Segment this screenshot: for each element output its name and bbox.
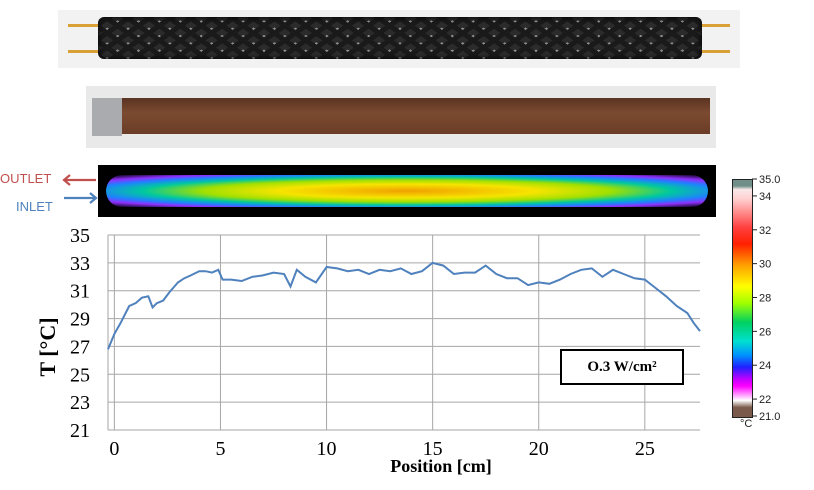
y-tick-label: 31 — [70, 281, 90, 303]
braided-sleeve-photo — [58, 10, 740, 68]
wire-pin-bottom-right — [696, 50, 730, 53]
scale-tick-label: 21.0 — [759, 411, 780, 423]
y-tick-label: 21 — [70, 420, 90, 442]
x-tick-label: 0 — [109, 438, 119, 460]
x-tick-label: 10 — [317, 438, 337, 460]
wire-pin-top-right — [696, 24, 730, 27]
inlet-arrow-head — [89, 192, 98, 204]
scale-tick-label: 30 — [759, 259, 771, 271]
y-axis-label: T [°C] — [35, 317, 60, 376]
color-scale-unit: °C — [740, 418, 753, 430]
scale-tick-label: 35.0 — [759, 174, 780, 186]
y-tick-label: 25 — [70, 364, 90, 386]
scale-tick-label: 32 — [759, 225, 771, 237]
chart-tick-labels: 21 23 25 27 29 31 33 35 0 5 10 15 20 25 — [70, 225, 655, 460]
x-tick-label: 15 — [423, 438, 443, 460]
temperature-chart: 21 23 25 27 29 31 33 35 0 5 10 15 20 25 Position [cm]… — [35, 225, 701, 476]
braided-sleeve — [98, 17, 702, 59]
heater-strip — [118, 98, 710, 134]
y-tick-label: 23 — [70, 392, 90, 414]
color-scale-ticks: 35.0 34 32 30 28 26 24 22 21.0 — [752, 174, 780, 423]
chart-gridlines — [107, 234, 700, 431]
scale-tick-label: 22 — [759, 394, 771, 406]
x-axis-label: Position [cm] — [390, 456, 491, 476]
y-tick-label: 27 — [70, 336, 90, 358]
wire-pin-bottom-left — [68, 50, 102, 53]
y-tick-label: 35 — [70, 225, 90, 247]
color-scale-bar — [732, 179, 753, 418]
x-tick-label: 25 — [635, 438, 655, 460]
scale-tick-label: 34 — [759, 191, 771, 203]
x-tick-label: 5 — [215, 438, 225, 460]
x-tick-label: 20 — [529, 438, 549, 460]
y-tick-label: 29 — [70, 309, 90, 331]
y-tick-label: 33 — [70, 253, 90, 275]
outlet-label: OUTLET — [0, 171, 52, 186]
strip-connector-tab — [92, 98, 122, 136]
thermal-hot-band — [106, 175, 708, 207]
inlet-label: INLET — [16, 199, 53, 214]
legend-text: O.3 W/cm² — [587, 358, 657, 375]
scale-tick-label: 26 — [759, 326, 771, 338]
heater-strip-photo — [86, 86, 716, 148]
flow-arrows — [62, 174, 98, 204]
wire-pin-top-left — [68, 24, 102, 27]
outlet-arrow-head — [62, 174, 71, 186]
scale-tick-label: 28 — [759, 293, 771, 305]
thermal-image — [98, 165, 716, 217]
temperature-series-line — [107, 261, 701, 350]
legend-box: O.3 W/cm² — [560, 349, 684, 385]
scale-tick-label: 24 — [759, 360, 771, 372]
